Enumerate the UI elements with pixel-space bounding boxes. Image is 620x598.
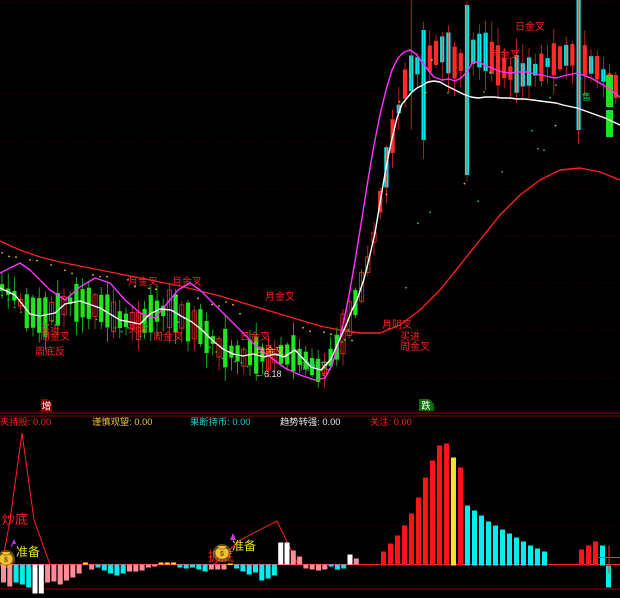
svg-text:炒底: 炒底 bbox=[2, 512, 28, 527]
svg-text:夹持股: 0.00: 夹持股: 0.00 bbox=[0, 416, 51, 427]
svg-text:趋势转强: 0.00: 趋势转强: 0.00 bbox=[280, 416, 340, 427]
svg-text:月金叉: 月金叉 bbox=[490, 48, 520, 61]
svg-text:增: 增 bbox=[42, 401, 52, 413]
svg-text:关注: 0.00: 关注: 0.00 bbox=[370, 416, 412, 427]
svg-text:月金叉: 月金叉 bbox=[265, 290, 295, 303]
svg-text:准备: 准备 bbox=[16, 545, 40, 559]
svg-text:←6.18: ←6.18 bbox=[255, 369, 282, 379]
svg-text:谨慎观望: 0.00: 谨慎观望: 0.00 bbox=[92, 416, 152, 427]
svg-text:日金叉: 日金叉 bbox=[515, 20, 545, 33]
svg-text:周底反: 周底反 bbox=[35, 345, 65, 358]
svg-text:周死叉: 周死叉 bbox=[300, 361, 330, 373]
svg-text:准备: 准备 bbox=[232, 539, 256, 553]
svg-text:跌: 跌 bbox=[421, 400, 431, 412]
svg-text:周金叉: 周金叉 bbox=[400, 340, 430, 353]
svg-text:月金叉: 月金叉 bbox=[172, 275, 202, 288]
svg-text:售: 售 bbox=[582, 91, 591, 102]
svg-text:买进: 买进 bbox=[128, 323, 148, 335]
svg-text:日金叉: 日金叉 bbox=[240, 330, 270, 343]
svg-text:周金叉: 周金叉 bbox=[40, 330, 70, 343]
svg-text:周金叉: 周金叉 bbox=[153, 330, 183, 343]
svg-text:月阴叉: 月阴叉 bbox=[382, 319, 412, 331]
svg-text:果断持币: 0.00: 果断持币: 0.00 bbox=[190, 416, 250, 427]
